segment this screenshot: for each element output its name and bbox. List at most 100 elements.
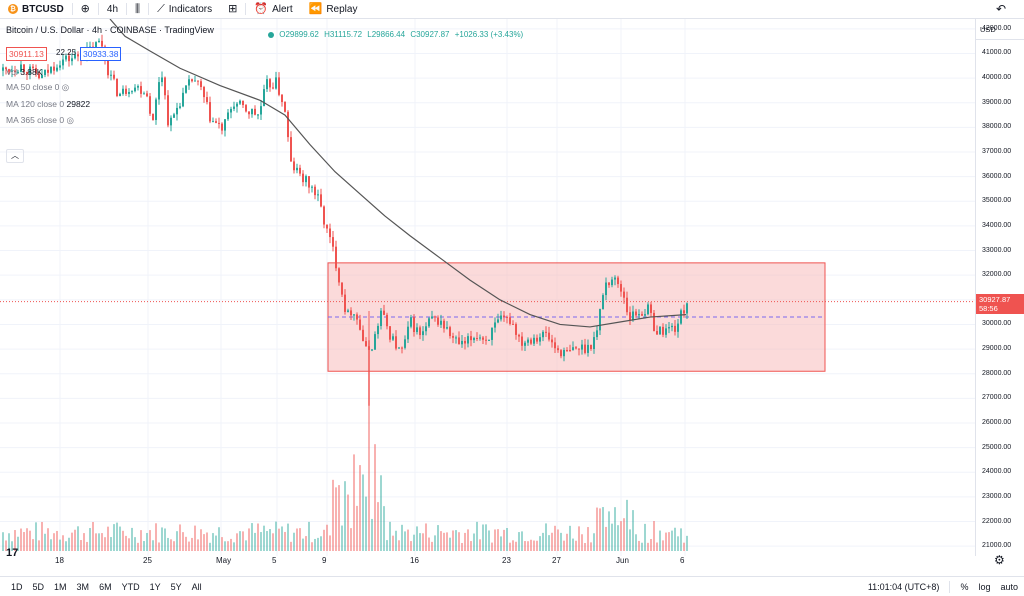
volume-bar [629, 529, 631, 551]
candle-body [623, 291, 625, 298]
range-button-6m[interactable]: 6M [99, 581, 112, 592]
candle-body [446, 327, 448, 329]
sell-button[interactable]: 30911.13 [6, 47, 47, 61]
volume-bar [350, 528, 352, 551]
alert-button[interactable]: ⏰ Alert [246, 0, 300, 18]
time-axis[interactable]: 18 25 May 5 9 16 23 27 Jun 6 [0, 556, 975, 568]
volume-bar [62, 535, 64, 551]
layout-button[interactable]: ⊞ [220, 0, 245, 18]
range-button-ytd[interactable]: YTD [121, 581, 140, 592]
candle-body [146, 93, 148, 97]
candle-body [320, 194, 322, 207]
volume-bar [68, 537, 70, 551]
symbol-label: BTCUSD [22, 3, 64, 15]
eye-off-icon[interactable]: ◎ [66, 115, 74, 125]
candle-body [23, 64, 25, 73]
volume-bar [317, 537, 319, 551]
volume-bar [659, 530, 661, 551]
volume-bar [254, 532, 256, 551]
volume-bar [140, 530, 142, 551]
candle-body [362, 329, 364, 342]
ma120-legend[interactable]: MA 120 close 0 29822 [6, 99, 90, 109]
divider [148, 3, 150, 15]
candle-body [257, 114, 259, 116]
volume-bar [662, 540, 664, 551]
candle-body [488, 339, 490, 341]
range-button-3m[interactable]: 3M [76, 581, 90, 592]
candle-body [461, 340, 463, 345]
range-button-1m[interactable]: 1M [54, 581, 67, 592]
chart-canvas[interactable] [0, 19, 975, 556]
range-button-5y[interactable]: 5Y [170, 581, 182, 592]
candle-body [530, 339, 532, 344]
gear-icon[interactable]: ⚙ [994, 553, 1005, 567]
buy-button[interactable]: 30933.38 [80, 47, 122, 61]
symbol-search-button[interactable]: ₿ BTCUSD [0, 0, 72, 18]
candle-body [278, 77, 280, 95]
volume-bar [116, 522, 118, 551]
tradingview-logo[interactable]: 17 [6, 547, 19, 556]
candle-body [638, 314, 640, 316]
price-axis[interactable]: USD 42000.00 41000.00 40000.00 39000.00 3800… [975, 19, 1024, 567]
candle-body [110, 74, 112, 76]
volume-bar [611, 523, 613, 551]
eye-off-icon[interactable]: ◎ [61, 82, 70, 92]
volume-bar [137, 542, 139, 551]
undo-icon[interactable]: ↶ [995, 2, 1006, 16]
volume-bar [446, 532, 448, 551]
ma50-legend[interactable]: MA 50 close 0 ◎ [6, 82, 69, 93]
close-value: C30927.87 [410, 30, 450, 39]
candle-body [329, 228, 331, 238]
auto-toggle[interactable]: auto [1000, 581, 1018, 592]
candle-body [251, 108, 253, 115]
range-button-all[interactable]: All [191, 581, 202, 592]
ma365-legend[interactable]: MA 365 close 0 ◎ [6, 115, 74, 126]
candle-body [551, 339, 553, 343]
candle-body [668, 327, 670, 329]
candle-body [347, 310, 349, 312]
candle-body [572, 347, 574, 351]
percent-toggle[interactable]: % [960, 581, 969, 592]
candle-body [401, 347, 403, 349]
candle-body [305, 176, 307, 183]
collapse-legend-button[interactable]: ︿ [6, 149, 24, 163]
bar-countdown: 58:56 [979, 304, 998, 313]
candle-body [248, 111, 250, 115]
indicators-label: Indicators [168, 3, 213, 15]
volume-bar [461, 542, 463, 551]
candle-body [62, 59, 64, 66]
candle-body [662, 326, 664, 335]
indicators-button[interactable]: ⟋ Indicators [149, 0, 220, 18]
volume-bar [635, 534, 637, 551]
range-button-5d[interactable]: 5D [32, 581, 45, 592]
currency-label[interactable]: USD [980, 25, 996, 34]
candle-body [476, 337, 478, 339]
divider [71, 3, 73, 15]
time-tick-label: 5 [272, 556, 277, 565]
volume-bar [47, 528, 49, 551]
candle-body [281, 94, 283, 103]
compare-button[interactable]: ⊕ [73, 0, 98, 18]
range-button-1y[interactable]: 1Y [149, 581, 161, 592]
candle-body [185, 85, 187, 93]
interval-button[interactable]: 4h [99, 0, 126, 18]
volume-bar [161, 527, 163, 551]
candle-body [311, 186, 313, 188]
replay-button[interactable]: ⏪ Replay [301, 0, 366, 18]
volume-bar [149, 530, 151, 551]
volume-bar [284, 531, 286, 551]
volume-bar [587, 527, 589, 551]
candle-body [173, 114, 175, 118]
volume-bar [368, 311, 370, 551]
chart-style-button[interactable]: ⫼ [127, 0, 148, 18]
candle-body [14, 70, 16, 73]
chart-pane[interactable]: Bitcoin / U.S. Dollar · 4h · COINBASE · … [0, 19, 975, 556]
time-tick-label: 9 [322, 556, 327, 565]
candle-body [374, 334, 376, 350]
range-button-1d[interactable]: 1D [11, 581, 23, 592]
volume-bar [167, 537, 169, 551]
top-toolbar: ₿ BTCUSD ⊕ 4h ⫼ ⟋ Indicators ⊞ ⏰ Alert ⏪… [0, 0, 1024, 19]
volume-bar [542, 532, 544, 551]
timezone-clock[interactable]: 11:01:04 (UTC+8) [867, 581, 940, 592]
log-toggle[interactable]: log [978, 581, 991, 592]
